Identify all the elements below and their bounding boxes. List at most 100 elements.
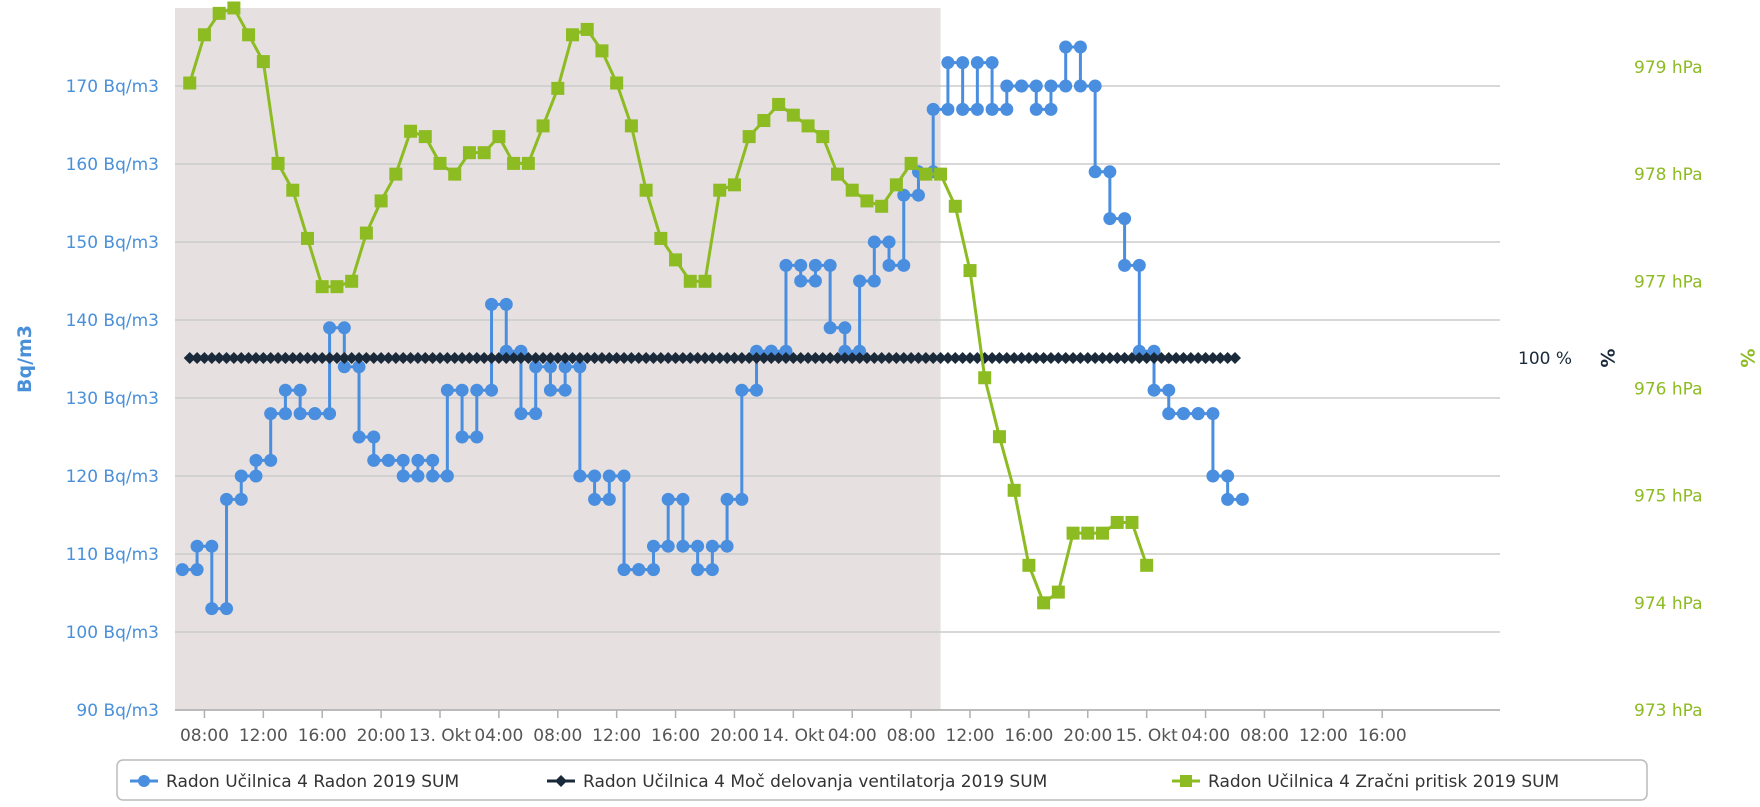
pressure-point: [963, 264, 977, 278]
radon-point: [455, 383, 469, 397]
radon-point: [617, 563, 631, 577]
fan-power-point: [779, 352, 792, 364]
radon-point: [1206, 469, 1220, 483]
radon-point: [676, 539, 690, 553]
pressure-point: [212, 6, 226, 20]
pressure-point: [1037, 596, 1051, 610]
y-left-tick-label: 140 Bq/m3: [66, 311, 159, 331]
pressure-point: [1140, 558, 1154, 572]
radon-point: [970, 102, 984, 116]
fan-power-point: [227, 352, 240, 364]
fan-power-point: [883, 352, 896, 364]
radon-point: [838, 344, 852, 358]
radon-point: [808, 258, 822, 272]
fan-power-point: [544, 352, 557, 364]
fan-power-point: [529, 352, 542, 364]
fan-power-point: [183, 352, 196, 364]
radon-point: [1015, 79, 1029, 93]
fan-power-point: [1052, 352, 1065, 364]
radon-point: [1147, 383, 1161, 397]
x-tick-label: 16:00: [651, 726, 700, 746]
radon-point: [750, 344, 764, 358]
radon-point: [735, 492, 749, 506]
pressure-point: [507, 156, 521, 170]
pressure-point: [1022, 558, 1036, 572]
radon-point: [735, 383, 749, 397]
y-left-tick-label: 160 Bq/m3: [66, 155, 159, 175]
fan-power-point: [824, 352, 837, 364]
radon-point: [543, 383, 557, 397]
pressure-point: [580, 22, 594, 36]
radon-point: [1088, 165, 1102, 179]
pressure-point: [948, 199, 962, 213]
pressure-point: [374, 194, 388, 208]
radon-point: [205, 539, 219, 553]
radon-point: [720, 539, 734, 553]
radon-point: [323, 407, 337, 421]
fan-power-point: [198, 352, 211, 364]
pressure-point: [1007, 483, 1021, 497]
radon-point: [367, 453, 381, 467]
radon-point: [249, 453, 263, 467]
radon-point: [1073, 40, 1087, 54]
grid-lines: [175, 85, 1500, 711]
y-left-axis-title: Bq/m3: [14, 325, 36, 393]
x-tick-label: 08:00: [1240, 726, 1289, 746]
fan-power-point: [191, 352, 204, 364]
radon-point: [499, 297, 513, 311]
fan-power-point: [595, 352, 608, 364]
y-right-axis-title: %: [1736, 348, 1758, 367]
radon-point: [941, 102, 955, 116]
x-tick-label: 08:00: [887, 726, 936, 746]
percent-value-label: 100 %: [1518, 349, 1572, 369]
fan-power-point: [441, 352, 454, 364]
fan-power-point: [367, 352, 380, 364]
fan-power-point: [1162, 352, 1175, 364]
pressure-point: [595, 44, 609, 58]
radon-point: [1132, 344, 1146, 358]
radon-point: [1191, 407, 1205, 421]
radon-point: [1118, 212, 1132, 226]
radon-point: [352, 430, 366, 444]
pressure-point: [801, 119, 815, 133]
fan-power-point: [728, 352, 741, 364]
y-right-tick-label: 975 hPa: [1634, 487, 1703, 507]
pressure-point: [757, 114, 771, 128]
x-tick-label: 20:00: [1063, 726, 1112, 746]
radon-point: [470, 430, 484, 444]
radon-point: [1059, 40, 1073, 54]
radon-point: [529, 407, 543, 421]
fan-power-point: [301, 352, 314, 364]
radon-point: [956, 102, 970, 116]
radon-point: [808, 274, 822, 288]
fan-power-point: [426, 352, 439, 364]
radon-point: [337, 321, 351, 335]
y-left-tick-label: 100 Bq/m3: [66, 623, 159, 643]
radon-point: [323, 321, 337, 335]
fan-power-point: [1229, 352, 1241, 364]
fan-power-point: [912, 352, 925, 364]
fan-power-point: [676, 352, 689, 364]
legend-marker-square: [1180, 775, 1192, 787]
radon-point: [234, 469, 248, 483]
pressure-point: [1051, 585, 1065, 599]
radon-point: [617, 469, 631, 483]
fan-power-point: [1037, 352, 1050, 364]
fan-power-point: [1067, 352, 1080, 364]
series-radon: [175, 40, 1249, 616]
radon-point: [543, 360, 557, 374]
radon-point: [1103, 212, 1117, 226]
fan-power-point: [323, 352, 336, 364]
legend-item-label: Radon Učilnica 4 Radon 2019 SUM: [166, 772, 459, 792]
radon-point: [705, 539, 719, 553]
fan-power-point: [242, 352, 255, 364]
fan-power-point: [551, 352, 564, 364]
radon-point: [293, 407, 307, 421]
pressure-point: [462, 146, 476, 160]
pressure-point: [183, 76, 197, 90]
radon-point: [396, 469, 410, 483]
radon-point: [779, 344, 793, 358]
radon-point: [794, 274, 808, 288]
radon-point: [1235, 492, 1249, 506]
fan-power-point: [330, 352, 343, 364]
